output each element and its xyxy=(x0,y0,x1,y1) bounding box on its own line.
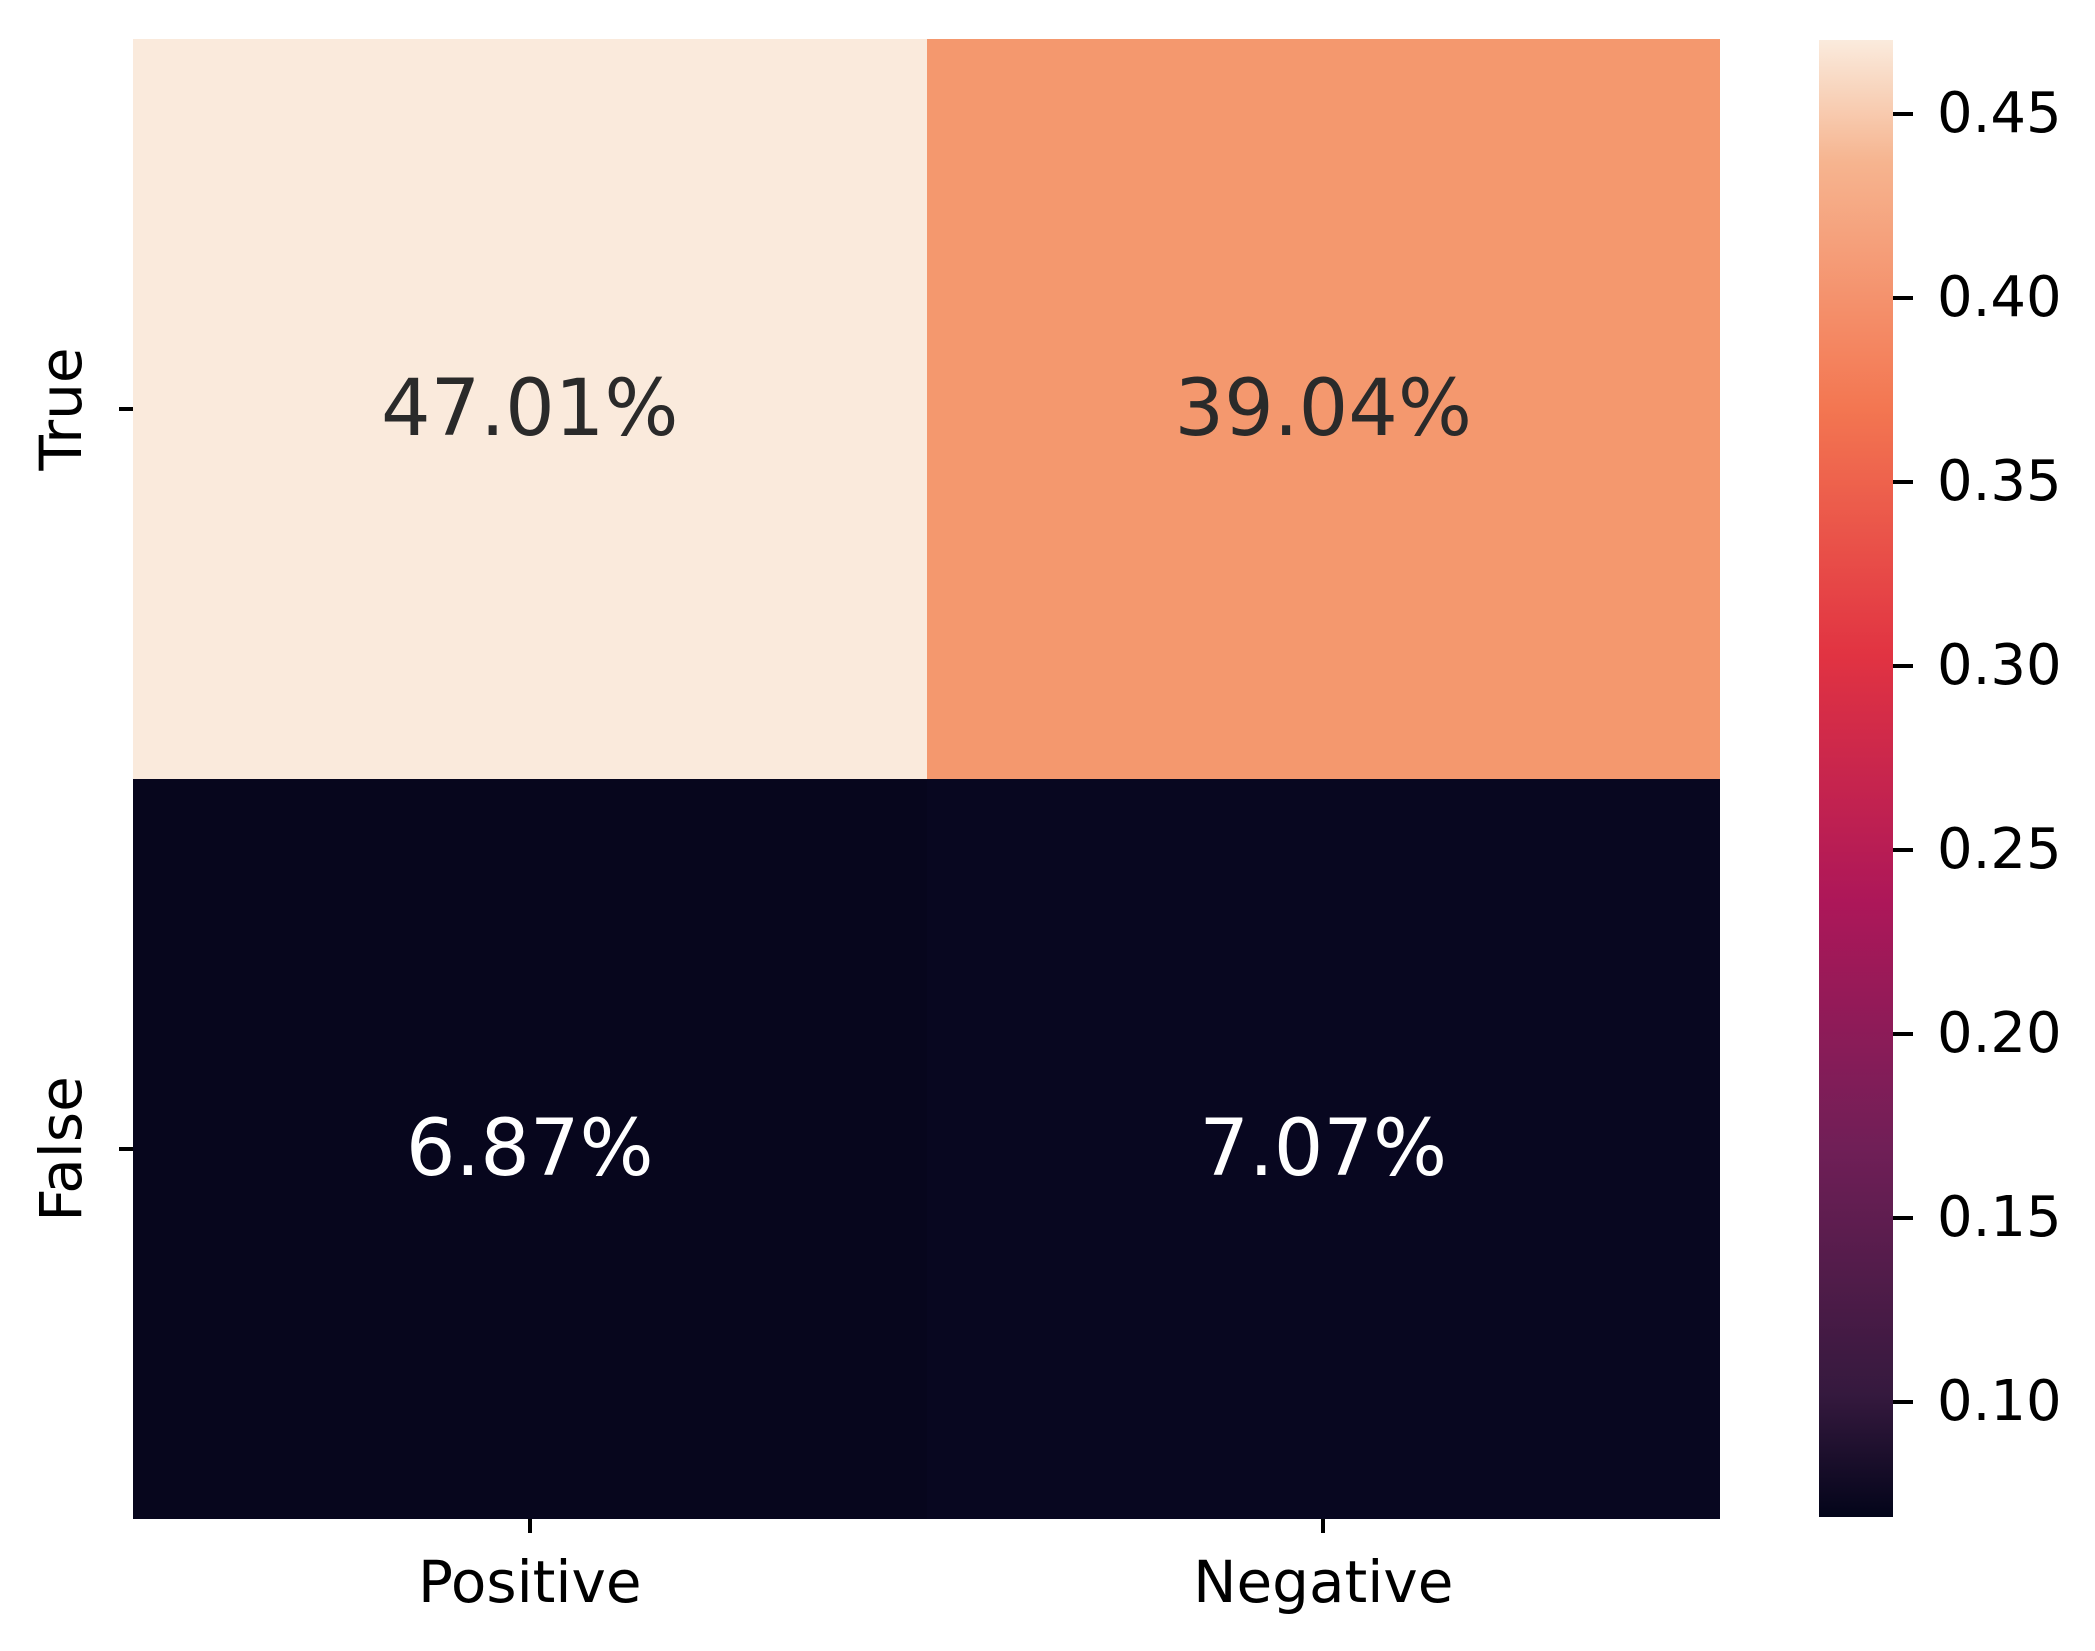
colorbar-tick-mark-icon xyxy=(1893,479,1913,484)
colorbar-tick-label: 0.20 xyxy=(1937,1000,2062,1066)
colorbar-tick: 0.40 xyxy=(1893,264,2062,330)
colorbar-tick-label: 0.45 xyxy=(1937,80,2062,146)
colorbar-tick-mark-icon xyxy=(1893,663,1913,668)
cell-value-label: 7.07% xyxy=(1199,1104,1448,1194)
colorbar-tick-mark-icon xyxy=(1893,1399,1913,1404)
colorbar-tick-mark-icon xyxy=(1893,111,1913,116)
colorbar-tick-mark-icon xyxy=(1893,1215,1913,1220)
colorbar-tick: 0.30 xyxy=(1893,632,2062,698)
colorbar-tick-label: 0.15 xyxy=(1937,1184,2062,1250)
colorbar-tick-label: 0.40 xyxy=(1937,264,2062,330)
cell-value-label: 6.87% xyxy=(405,1104,654,1194)
colorbar-tick-mark-icon xyxy=(1893,1031,1913,1036)
colorbar-tick: 0.45 xyxy=(1893,80,2062,146)
y-axis-tick-mark-icon xyxy=(119,407,133,411)
x-axis-label-positive: Positive xyxy=(417,1548,642,1616)
colorbar-tick-mark-icon xyxy=(1893,295,1913,300)
colorbar-tick: 0.20 xyxy=(1893,1000,2062,1066)
y-axis-tick-mark-icon xyxy=(119,1147,133,1151)
heatmap-cell-false-positive: 6.87% xyxy=(133,779,927,1519)
heatmap-cell-false-negative: 7.07% xyxy=(926,779,1720,1519)
colorbar-gradient xyxy=(1819,40,1893,1517)
heatmap-cell-true-positive: 47.01% xyxy=(133,39,927,779)
colorbar-tick-mark-icon xyxy=(1893,847,1913,852)
colorbar-tick: 0.25 xyxy=(1893,816,2062,882)
x-axis-tick-mark-icon xyxy=(1321,1519,1326,1533)
colorbar-tick-label: 0.30 xyxy=(1937,632,2062,698)
x-axis-tick-mark-icon xyxy=(527,1519,532,1533)
colorbar-tick-layer: 0.45 0.40 0.35 0.30 0.25 0.20 0.15 0.10 xyxy=(1893,40,2093,1517)
colorbar-tick: 0.15 xyxy=(1893,1184,2062,1250)
cell-value-label: 39.04% xyxy=(1174,364,1472,454)
colorbar-tick: 0.10 xyxy=(1893,1368,2062,1434)
colorbar-tick-label: 0.10 xyxy=(1937,1368,2062,1434)
colorbar-tick: 0.35 xyxy=(1893,448,2062,514)
colorbar-tick-label: 0.35 xyxy=(1937,448,2062,514)
colorbar-tick-label: 0.25 xyxy=(1937,816,2062,882)
y-axis-label-false: False xyxy=(27,1076,95,1222)
y-axis-label-true: True xyxy=(27,347,95,471)
x-axis-label-negative: Negative xyxy=(1193,1548,1454,1616)
cell-value-label: 47.01% xyxy=(381,364,679,454)
heatmap-cell-true-negative: 39.04% xyxy=(926,39,1720,779)
